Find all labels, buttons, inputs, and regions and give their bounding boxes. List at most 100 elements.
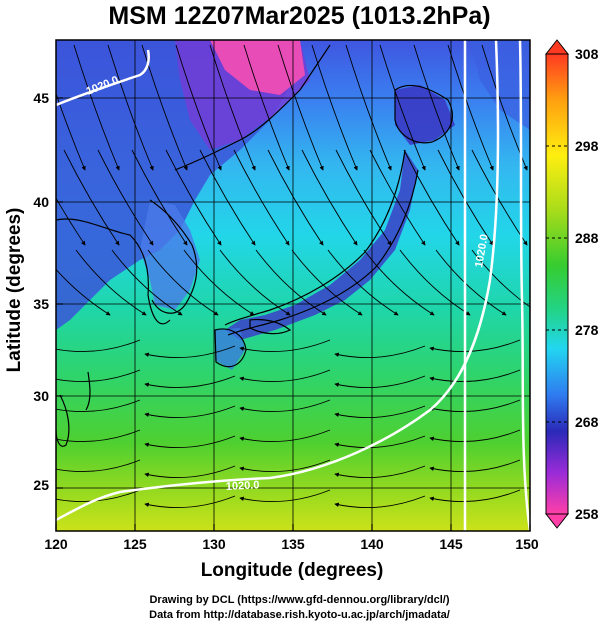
streamline	[199, 149, 256, 246]
x-tick-label: 135	[281, 536, 305, 552]
kyushu	[215, 328, 245, 370]
honshu	[225, 150, 418, 340]
streamline	[183, 249, 255, 316]
streamline	[144, 375, 236, 388]
streamline	[239, 399, 331, 412]
y-tick-label: 40	[33, 194, 49, 210]
streamline	[413, 44, 460, 171]
streamline	[334, 495, 426, 508]
streamline	[429, 489, 521, 502]
streamline	[345, 44, 392, 171]
streamline	[334, 435, 426, 448]
y-tick-label: 35	[33, 296, 49, 312]
x-axis: 120 125 130 135 140 145 150 Longitude (d…	[44, 524, 539, 581]
streamline	[277, 44, 324, 171]
x-tick-label: 140	[360, 536, 384, 552]
contour-label-south: 1020.0	[226, 479, 260, 493]
streamline	[429, 399, 521, 412]
streamline	[239, 339, 331, 352]
streamline	[403, 149, 460, 246]
streamline	[209, 44, 256, 171]
streamline	[429, 459, 521, 472]
east-pacific-cold	[470, 40, 530, 130]
colorbar-tick-label: 268	[575, 414, 599, 430]
streamline	[56, 268, 111, 316]
streamline	[334, 345, 426, 358]
streamline	[56, 429, 141, 442]
white-contours	[56, 40, 530, 531]
streamline	[144, 465, 236, 478]
wind-streamlines	[56, 44, 530, 508]
streamline	[175, 44, 222, 171]
y-axis-title: Latitude (degrees)	[4, 208, 25, 373]
y-tick-label: 45	[33, 90, 49, 106]
streamline	[311, 44, 358, 171]
streamline	[147, 249, 219, 316]
streamline	[447, 44, 494, 171]
streamline	[239, 459, 331, 472]
x-tick-label: 125	[123, 536, 147, 552]
streamline	[379, 44, 426, 171]
map-plot-area: 1020.0 1020.0 1020.0	[56, 40, 530, 531]
streamline	[219, 249, 291, 316]
streamline	[63, 149, 120, 246]
hokkaido	[395, 85, 455, 145]
streamline	[363, 249, 435, 316]
streamline	[429, 339, 521, 352]
siberia-hot-pink	[210, 40, 305, 95]
colorbar-gradient	[545, 53, 569, 515]
streamline	[56, 92, 86, 171]
streamline	[255, 249, 327, 316]
colorbar: 308 298 288 278 268 258	[544, 39, 599, 529]
map-title: MSM 12Z07Mar2025 (1013.2hPa)	[108, 2, 491, 30]
streamline	[97, 149, 154, 246]
streamline	[301, 149, 358, 246]
streamline	[107, 44, 154, 171]
streamline	[429, 429, 521, 442]
streamline	[144, 435, 236, 448]
x-tick-label: 120	[44, 536, 68, 552]
colorbar-tick-label: 308	[575, 46, 599, 62]
y-tick-label: 30	[33, 388, 49, 404]
colorbar-tick-label: 288	[575, 230, 599, 246]
streamline	[334, 375, 426, 388]
streamline	[239, 489, 331, 502]
colorbar-tick-label: 258	[575, 506, 599, 522]
streamline	[56, 459, 141, 472]
colorbar-tick-label: 278	[575, 322, 599, 338]
korea-peninsula	[140, 200, 200, 310]
streamline	[435, 249, 507, 316]
colorbar-bottom-arrow	[544, 513, 570, 529]
streamline	[267, 149, 324, 246]
streamline	[239, 369, 331, 382]
streamline	[335, 149, 392, 246]
contour-label-east: 1020.0	[473, 233, 491, 268]
x-tick-label: 145	[439, 536, 463, 552]
x-tick-label: 130	[202, 536, 226, 552]
streamline	[131, 149, 188, 246]
x-tick-label: 150	[515, 536, 539, 552]
colorbar-tick-label: 298	[575, 138, 599, 154]
colorbar-top-arrow	[544, 39, 570, 55]
streamline	[73, 44, 120, 171]
streamline	[471, 249, 530, 308]
streamline	[56, 339, 141, 352]
x-axis-title: Longitude (degrees)	[201, 560, 384, 581]
streamline	[233, 149, 290, 246]
streamline	[239, 429, 331, 442]
streamline	[144, 405, 236, 418]
credit-data-source: Data from http://database.rish.kyoto-u.a…	[149, 609, 450, 621]
streamline	[369, 149, 426, 246]
streamline	[144, 345, 236, 358]
streamline	[165, 149, 222, 246]
credit-drawing: Drawing by DCL (https://www.gfd-dennou.o…	[149, 594, 450, 606]
streamline	[56, 369, 141, 382]
streamline	[327, 249, 399, 316]
streamline	[399, 249, 471, 316]
streamline	[141, 44, 188, 171]
y-axis: 25 30 35 40 45 Latitude (degrees)	[4, 90, 63, 493]
streamline	[291, 249, 363, 316]
y-tick-label: 25	[33, 477, 49, 493]
streamline	[75, 249, 147, 316]
